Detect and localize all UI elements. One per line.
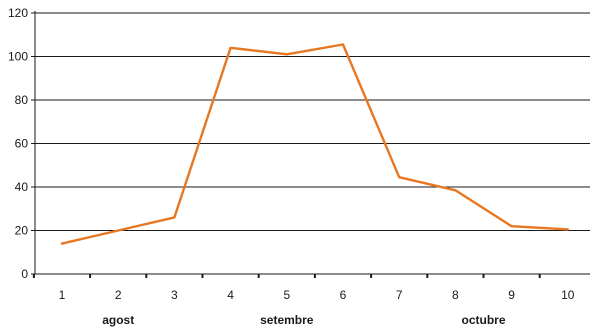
y-tick-label: 20 [15, 224, 29, 238]
x-tick-label: 2 [115, 288, 122, 302]
x-tick-label: 7 [396, 288, 403, 302]
x-tick-label: 4 [227, 288, 234, 302]
x-tick-label: 6 [340, 288, 347, 302]
series-layer [60, 43, 569, 245]
y-tick-label: 0 [21, 267, 28, 281]
y-tick-label: 80 [15, 93, 29, 107]
x-group-label: agost [102, 313, 134, 327]
series-line-1 [60, 43, 569, 245]
y-tick-label: 60 [15, 137, 29, 151]
x-tick-label: 8 [452, 288, 459, 302]
gridlines [35, 12, 590, 231]
y-tick-label: 120 [8, 6, 28, 20]
x-group-label: setembre [260, 313, 314, 327]
x-tick-label: 5 [283, 288, 290, 302]
y-tick-label: 40 [15, 180, 29, 194]
x-tick-label: 10 [561, 288, 575, 302]
x-tick-label: 1 [59, 288, 66, 302]
x-group-labels: agost setembre octubre [102, 313, 506, 327]
y-axis: 0 20 40 60 80 100 120 [8, 6, 36, 281]
x-tick-label: 3 [171, 288, 178, 302]
x-group-label: octubre [461, 313, 505, 327]
y-tick-label: 100 [8, 50, 28, 64]
x-axis: 1 2 3 4 5 6 7 8 9 10 [32, 273, 590, 302]
x-tick-label: 9 [508, 288, 515, 302]
